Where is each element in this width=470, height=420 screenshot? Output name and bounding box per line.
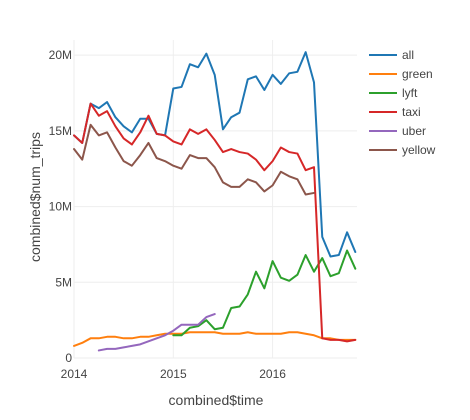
y-tick-label: 15M xyxy=(49,124,72,138)
legend: all green lyft taxi uber yellow xyxy=(369,48,436,157)
series-line-taxi xyxy=(73,102,357,343)
x-tick-label: 2014 xyxy=(61,367,88,381)
y-tick-label: 0 xyxy=(65,351,72,365)
series-line-uber xyxy=(97,313,216,352)
series-line-green xyxy=(73,331,357,347)
legend-label-taxi: taxi xyxy=(402,105,421,119)
series-layer xyxy=(73,51,357,352)
legend-label-green: green xyxy=(402,67,433,81)
y-tick-label: 20M xyxy=(49,48,72,62)
y-tick-label: 5M xyxy=(55,275,72,289)
x-tick-label: 2016 xyxy=(259,367,286,381)
x-axis-title: combined$time xyxy=(169,392,264,408)
series-line-lyft xyxy=(172,249,357,337)
series-line-yellow xyxy=(73,123,315,196)
y-axis-title: combined$num_trips xyxy=(27,132,43,262)
y-axis-ticks: 0 5M 10M 15M 20M xyxy=(49,48,73,365)
legend-label-lyft: lyft xyxy=(402,86,418,100)
series-line-all xyxy=(73,51,357,258)
x-tick-label: 2015 xyxy=(160,367,187,381)
legend-label-yellow: yellow xyxy=(402,143,436,157)
x-axis-ticks: 2014 2015 2016 xyxy=(61,367,287,381)
legend-label-all: all xyxy=(402,48,414,62)
legend-label-uber: uber xyxy=(402,124,426,138)
y-tick-label: 10M xyxy=(49,200,72,214)
